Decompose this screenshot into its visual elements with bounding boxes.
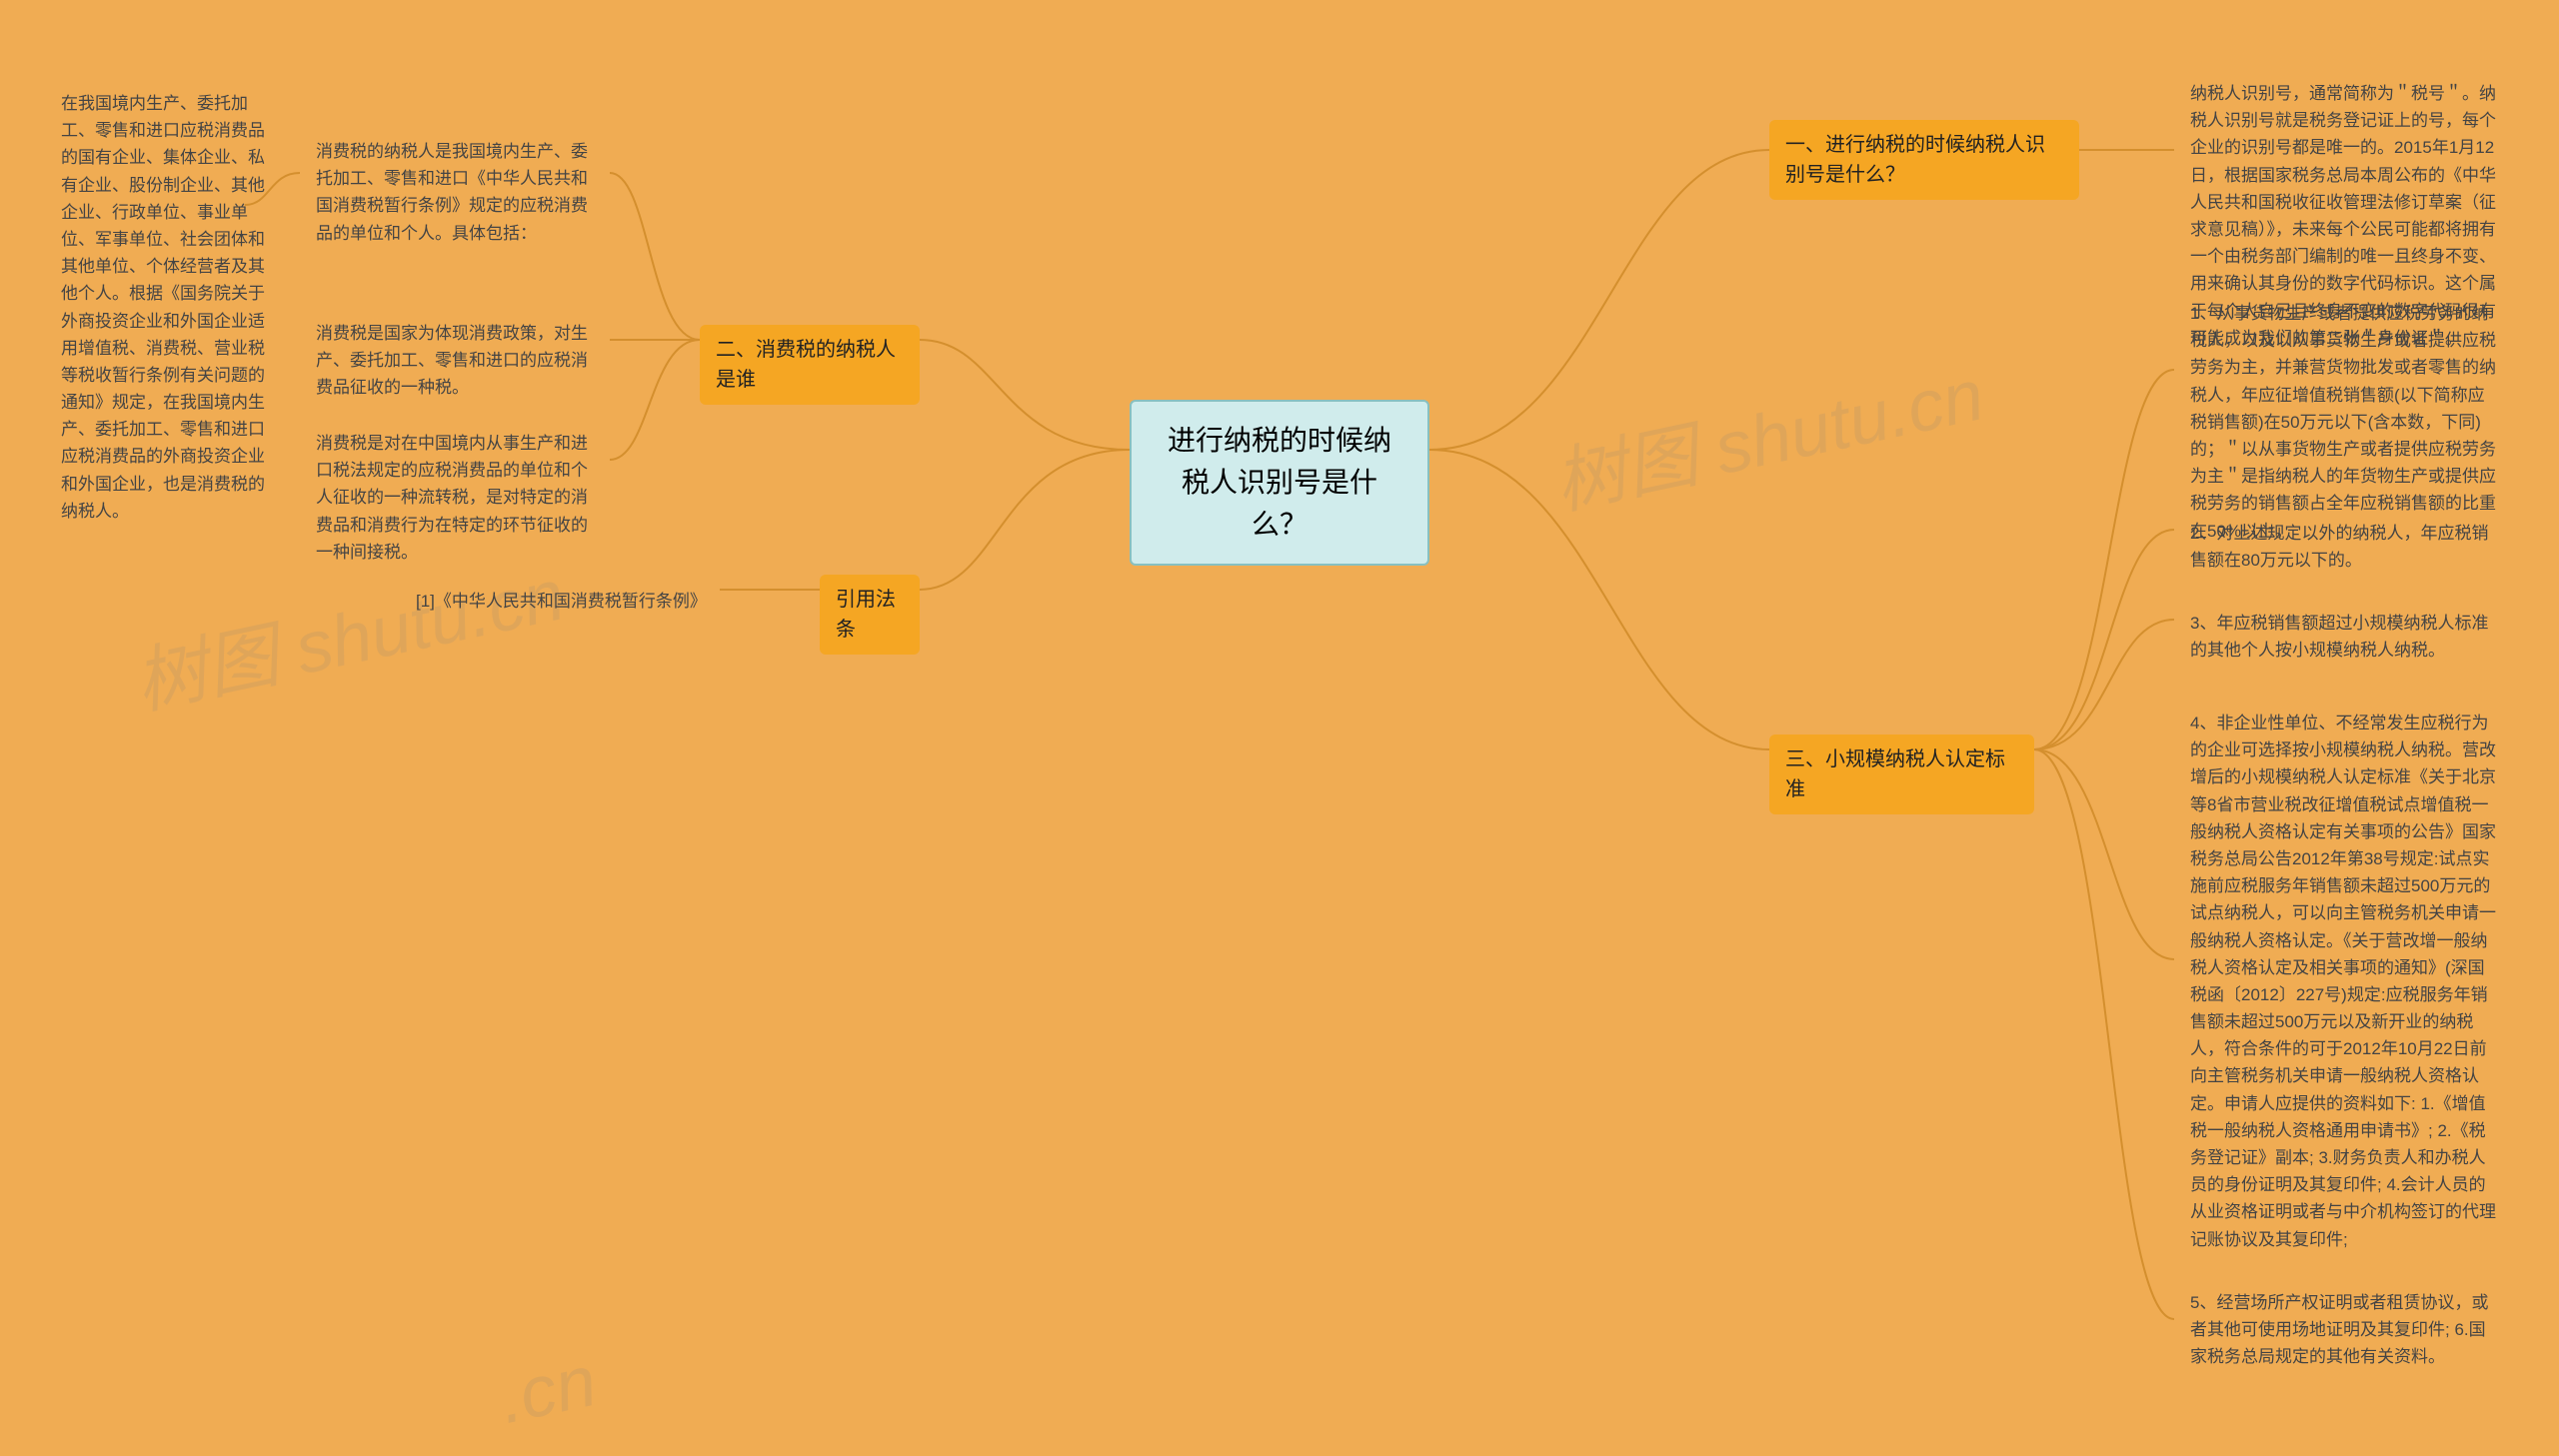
branch-right-3: 三、小规模纳税人认定标准 — [1769, 734, 2034, 814]
center-node: 进行纳税的时候纳税人识别号是什么？ — [1130, 400, 1429, 566]
leaf-l2-1: 消费税的纳税人是我国境内生产、委托加工、零售和进口《中华人民共和国消费税暂行条例… — [300, 128, 610, 257]
leaf-r3-4: 4、非企业性单位、不经常发生应税行为的企业可选择按小规模纳税人纳税。营改增后的小… — [2174, 700, 2514, 1263]
leaf-r3-5: 5、经营场所产权证明或者租赁协议，或者其他可使用场地证明及其复印件; 6.国家税… — [2174, 1279, 2514, 1381]
branch-right-1: 一、进行纳税的时候纳税人识别号是什么？ — [1769, 120, 2079, 200]
leaf-l2-2: 消费税是国家为体现消费政策，对生产、委托加工、零售和进口的应税消费品征收的一种税… — [300, 310, 610, 412]
leaf-l2-1-sub: 在我国境内生产、委托加工、零售和进口应税消费品的国有企业、集体企业、私有企业、股… — [45, 80, 295, 535]
watermark: .cn — [493, 1340, 604, 1440]
leaf-ref: [1]《中华人民共和国消费税暂行条例》 — [400, 578, 720, 625]
watermark: 树图 shutu.cn — [1543, 336, 1991, 529]
leaf-r3-2: 2、对上述规定以外的纳税人，年应税销售额在80万元以下的。 — [2174, 510, 2514, 584]
leaf-l2-3: 消费税是对在中国境内从事生产和进口税法规定的应税消费品的单位和个人征收的一种流转… — [300, 420, 610, 576]
branch-left-ref: 引用法条 — [820, 575, 920, 655]
branch-left-2: 二、消费税的纳税人是谁 — [700, 325, 920, 405]
leaf-r3-3: 3、年应税销售额超过小规模纳税人标准的其他个人按小规模纳税人纳税。 — [2174, 600, 2514, 674]
